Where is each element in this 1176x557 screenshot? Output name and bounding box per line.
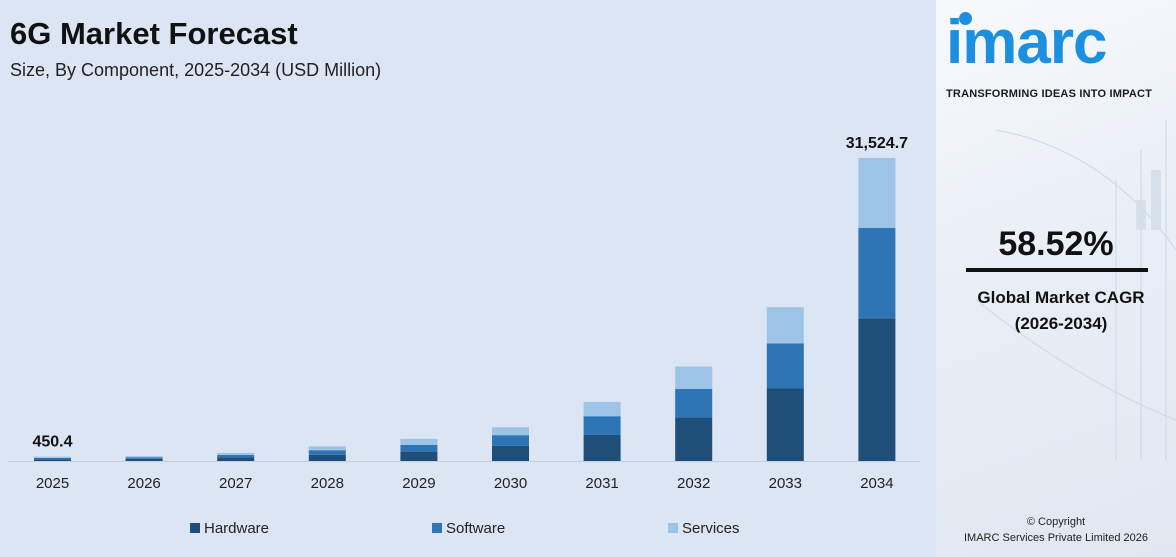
bar-software-2034 <box>858 228 896 319</box>
bar-software-2031 <box>583 416 621 435</box>
x-tick-label-2029: 2029 <box>402 475 435 492</box>
x-tick-label-2034: 2034 <box>860 475 893 492</box>
bar-hardware-2031 <box>583 434 621 461</box>
bar-software-2028 <box>308 450 346 455</box>
x-tick-label-2031: 2031 <box>585 475 618 492</box>
cagr-value: 58.52% <box>998 225 1114 263</box>
bar-hardware-2033 <box>766 388 804 461</box>
legend-swatch-software <box>432 523 442 533</box>
legend-swatch-services <box>668 523 678 533</box>
x-tick-label-2026: 2026 <box>127 475 160 492</box>
bar-services-2027 <box>217 452 255 455</box>
bar-services-2028 <box>308 446 346 451</box>
bar-software-2033 <box>766 343 804 389</box>
bar-hardware-2030 <box>492 445 529 461</box>
copyright-text: © Copyright <box>1026 516 1086 528</box>
legend-label-services: Services <box>682 520 740 537</box>
logo-wordmark: imarc <box>946 8 1107 77</box>
logo-tagline: TRANSFORMING IDEAS INTO IMPACT <box>946 88 1153 100</box>
bar-services-2025 <box>34 456 71 458</box>
legend-label-hardware: Hardware <box>204 520 269 537</box>
x-tick-label-2033: 2033 <box>769 475 802 492</box>
sidebar-panel: imarc TRANSFORMING IDEAS INTO IMPACT 58.… <box>936 0 1176 557</box>
x-tick-label-2030: 2030 <box>494 475 527 492</box>
background-decoration <box>975 120 1176 460</box>
chart-subtitle: Size, By Component, 2025-2034 (USD Milli… <box>10 60 382 80</box>
bar-software-2025 <box>34 457 71 460</box>
bar-software-2026 <box>125 457 163 459</box>
x-tick-label-2028: 2028 <box>311 475 344 492</box>
imarc-logo: imarc TRANSFORMING IDEAS INTO IMPACT <box>946 8 1172 101</box>
cagr-period: (2026-2034) <box>1014 314 1108 333</box>
bar-hardware-2025 <box>34 459 71 461</box>
bar-software-2030 <box>492 435 529 446</box>
logo-dot-icon <box>959 12 972 25</box>
legend-swatch-hardware <box>190 523 200 533</box>
bar-services-2030 <box>492 427 529 436</box>
company-name: IMARC Services Private Limited 2026 <box>963 532 1148 544</box>
x-tick-label-2032: 2032 <box>677 475 710 492</box>
bar-hardware-2026 <box>125 458 163 461</box>
bar-services-2033 <box>766 307 804 344</box>
stacked-bar-chart: 2025 450.4 2026 2027 2028 2029 2030 2031 2032 203… <box>8 135 920 537</box>
cagr-divider <box>966 268 1148 272</box>
bar-services-2034 <box>858 157 896 229</box>
bar-services-2032 <box>675 366 713 389</box>
x-tick-label-2025: 2025 <box>36 475 69 492</box>
bar-hardware-2029 <box>400 452 438 461</box>
x-tick-label-2027: 2027 <box>219 475 252 492</box>
bar-hardware-2032 <box>675 417 713 461</box>
bar-software-2032 <box>675 388 713 418</box>
bar-hardware-2028 <box>308 454 346 461</box>
bar-services-2029 <box>400 438 438 445</box>
bar-hardware-2027 <box>217 457 255 461</box>
bar-hardware-2034 <box>858 318 896 461</box>
legend-label-software: Software <box>446 520 505 537</box>
cagr-label-block: Global Market CAGR (2026-2034) <box>936 285 1176 337</box>
bar-software-2029 <box>400 444 438 453</box>
cagr-label: Global Market CAGR <box>977 288 1145 307</box>
copyright-block: © Copyright IMARC Services Private Limit… <box>936 514 1176 546</box>
chart-panel: 6G Market Forecast Size, By Component, 2… <box>8 16 920 537</box>
bar-software-2027 <box>217 454 255 458</box>
data-label-2034: 31,524.7 <box>846 135 908 152</box>
bar-services-2031 <box>583 401 621 417</box>
chart-title: 6G Market Forecast <box>10 16 298 51</box>
bar-services-2026 <box>125 456 163 458</box>
data-label-2025: 450.4 <box>32 434 72 451</box>
